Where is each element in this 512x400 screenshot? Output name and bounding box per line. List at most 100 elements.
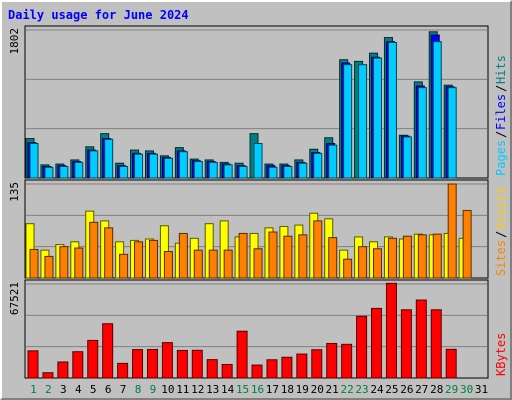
bar-pages-day-28 xyxy=(432,41,442,179)
x-tick-day-20: 20 xyxy=(311,383,324,396)
bar-sites-day-13 xyxy=(208,249,218,279)
bar-kbytes-day-17 xyxy=(266,359,278,379)
bar-kbytes-day-18 xyxy=(281,356,293,379)
x-tick-day-27: 27 xyxy=(415,383,428,396)
bar-pages-day-1 xyxy=(29,143,39,179)
x-tick-day-22: 22 xyxy=(340,383,353,396)
bar-kbytes-day-2 xyxy=(42,372,54,379)
bar-sites-day-27 xyxy=(417,234,427,279)
bar-sites-day-12 xyxy=(193,249,203,279)
bar-sites-day-17 xyxy=(268,231,278,279)
bar-sites-day-28 xyxy=(432,233,442,279)
bar-sites-day-15 xyxy=(238,232,248,279)
bar-sites-day-5 xyxy=(89,221,99,279)
legend-kbytes: KBytes xyxy=(494,333,508,376)
bar-kbytes-day-1 xyxy=(27,350,39,379)
bar-kbytes-day-22 xyxy=(341,343,353,379)
bar-kbytes-day-7 xyxy=(117,362,129,379)
bar-kbytes-day-29 xyxy=(445,348,457,379)
bar-sites-day-10 xyxy=(163,251,173,279)
bar-sites-day-9 xyxy=(148,239,158,279)
x-tick-day-5: 5 xyxy=(90,383,97,396)
bar-kbytes-day-3 xyxy=(57,361,69,379)
bar-kbytes-day-8 xyxy=(132,349,144,379)
panel-visits-sites-legend-separator: / xyxy=(494,231,508,238)
panel-pages-files-hits-legend-separator: / xyxy=(494,85,508,92)
bar-sites-day-7 xyxy=(119,253,129,279)
bar-sites-day-2 xyxy=(44,255,54,279)
bar-sites-day-21 xyxy=(328,237,338,279)
bar-pages-day-4 xyxy=(74,161,84,179)
bar-pages-day-5 xyxy=(89,150,99,179)
panel-visits-sites-ymax-label: 135 xyxy=(8,182,21,202)
bar-sites-day-11 xyxy=(178,232,188,279)
x-tick-day-13: 13 xyxy=(206,383,219,396)
bar-sites-day-20 xyxy=(313,220,323,279)
bar-pages-day-20 xyxy=(313,152,323,179)
bar-pages-day-14 xyxy=(223,164,233,179)
bar-kbytes-day-27 xyxy=(415,299,427,379)
bar-sites-day-18 xyxy=(283,235,293,279)
x-tick-day-2: 2 xyxy=(45,383,52,396)
bar-pages-day-13 xyxy=(208,161,218,179)
x-tick-day-9: 9 xyxy=(150,383,157,396)
x-tick-day-24: 24 xyxy=(370,383,384,396)
bar-pages-day-6 xyxy=(104,138,114,179)
bar-pages-day-18 xyxy=(283,166,293,179)
bar-sites-day-26 xyxy=(402,235,412,279)
x-tick-day-23: 23 xyxy=(355,383,368,396)
panel-kbytes-ymax-label: 67521 xyxy=(8,282,21,315)
bar-kbytes-day-9 xyxy=(146,348,158,379)
bar-kbytes-day-21 xyxy=(326,342,338,379)
bar-kbytes-day-12 xyxy=(191,349,203,379)
x-tick-day-26: 26 xyxy=(400,383,413,396)
bar-kbytes-day-11 xyxy=(176,349,188,379)
bar-pages-day-12 xyxy=(193,161,203,179)
bar-sites-day-30 xyxy=(462,209,472,279)
bar-kbytes-day-4 xyxy=(72,351,84,379)
bar-sites-day-1 xyxy=(29,248,39,279)
panel-pages-files-hits-legend-separator: / xyxy=(494,131,508,138)
x-tick-day-12: 12 xyxy=(191,383,204,396)
bar-kbytes-day-16 xyxy=(251,364,263,379)
bar-pages-day-23 xyxy=(358,64,368,179)
legend-pages: Pages xyxy=(494,140,508,176)
x-tick-day-3: 3 xyxy=(60,383,67,396)
x-tick-day-19: 19 xyxy=(296,383,309,396)
bar-kbytes-day-25 xyxy=(385,282,397,379)
bar-pages-day-15 xyxy=(238,166,248,179)
x-tick-day-25: 25 xyxy=(385,383,398,396)
x-tick-day-11: 11 xyxy=(176,383,189,396)
bar-sites-day-24 xyxy=(373,248,383,279)
bar-kbytes-day-14 xyxy=(221,363,233,379)
bar-pages-day-22 xyxy=(343,64,353,179)
bar-pages-day-7 xyxy=(119,166,129,179)
bar-kbytes-day-10 xyxy=(161,342,173,379)
bar-sites-day-3 xyxy=(59,246,69,279)
bar-pages-day-26 xyxy=(402,136,412,179)
x-tick-day-28: 28 xyxy=(430,383,443,396)
bar-pages-day-9 xyxy=(148,153,158,179)
bar-sites-day-19 xyxy=(298,234,308,279)
bar-pages-day-21 xyxy=(328,144,338,179)
bar-pages-day-10 xyxy=(163,157,173,179)
x-tick-day-21: 21 xyxy=(326,383,339,396)
bar-sites-day-16 xyxy=(253,248,263,279)
bar-kbytes-day-5 xyxy=(87,339,99,379)
legend-sites: Sites xyxy=(494,240,508,276)
x-tick-day-4: 4 xyxy=(75,383,82,396)
bar-kbytes-day-23 xyxy=(356,315,368,379)
bar-pages-day-19 xyxy=(298,162,308,179)
bar-kbytes-day-15 xyxy=(236,330,248,379)
bar-pages-day-8 xyxy=(134,153,144,179)
bar-sites-day-29 xyxy=(447,183,457,279)
bar-kbytes-day-13 xyxy=(206,359,218,379)
x-tick-day-16: 16 xyxy=(251,383,264,396)
x-tick-day-8: 8 xyxy=(135,383,142,396)
x-tick-day-6: 6 xyxy=(105,383,112,396)
bar-kbytes-day-28 xyxy=(430,309,442,379)
bar-sites-day-22 xyxy=(343,258,353,279)
x-tick-day-7: 7 xyxy=(120,383,127,396)
legend-files: Files xyxy=(494,94,508,130)
